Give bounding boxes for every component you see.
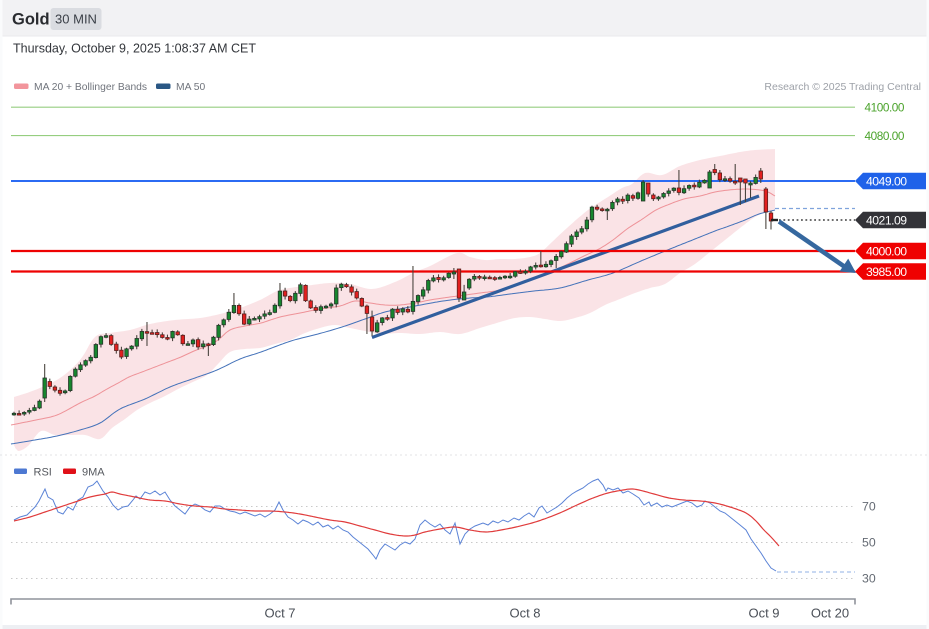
svg-text:MA 20 + Bollinger Bands: MA 20 + Bollinger Bands [34, 82, 147, 93]
svg-text:Oct 7: Oct 7 [264, 606, 295, 621]
svg-text:9MA: 9MA [82, 467, 105, 479]
svg-text:Thursday, October 9, 2025 1:08: Thursday, October 9, 2025 1:08:37 AM CET [13, 42, 256, 56]
svg-text:Oct 8: Oct 8 [509, 606, 540, 621]
svg-text:4100.00: 4100.00 [865, 101, 905, 115]
svg-text:70: 70 [862, 500, 876, 514]
svg-text:4080.00: 4080.00 [865, 129, 905, 143]
svg-text:4021.09: 4021.09 [866, 213, 907, 227]
svg-text:3985.00: 3985.00 [866, 265, 907, 279]
svg-text:Research © 2025 Trading Centra: Research © 2025 Trading Central [764, 81, 921, 93]
svg-text:Oct 9: Oct 9 [748, 606, 779, 621]
svg-text:Gold: Gold [12, 11, 50, 29]
svg-text:4049.00: 4049.00 [866, 174, 907, 188]
svg-text:50: 50 [862, 536, 876, 550]
svg-text:RSI: RSI [34, 467, 52, 479]
svg-text:MA 50: MA 50 [176, 82, 205, 93]
svg-text:Oct 20: Oct 20 [811, 606, 849, 621]
svg-text:30 MIN: 30 MIN [55, 12, 97, 27]
svg-text:30: 30 [862, 572, 876, 586]
svg-text:4000.00: 4000.00 [866, 244, 907, 258]
